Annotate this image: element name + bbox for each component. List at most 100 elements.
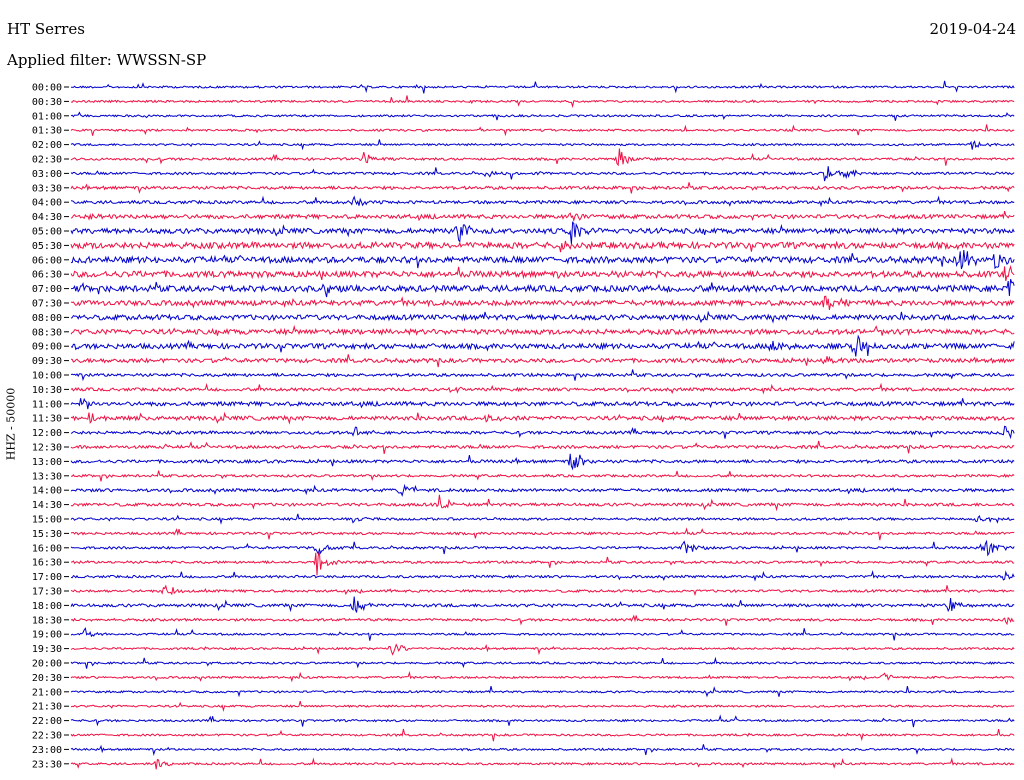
seismic-trace <box>70 483 1015 497</box>
seismic-trace <box>70 440 1015 454</box>
time-tick-label: 03:30 <box>32 183 62 194</box>
station-name: HT Serres <box>7 20 85 38</box>
time-tick-label: 15:30 <box>32 529 62 540</box>
seismic-trace <box>70 670 1015 683</box>
time-tick-label: 10:00 <box>32 371 62 382</box>
seismic-trace <box>70 310 1015 324</box>
time-tick-label: 19:00 <box>32 630 62 641</box>
seismic-trace <box>70 139 1015 151</box>
time-tick-label: 08:00 <box>32 313 62 324</box>
time-tick-label: 17:00 <box>32 572 62 583</box>
seismic-trace <box>70 757 1015 770</box>
time-tick-label: 15:00 <box>32 515 62 526</box>
seismic-trace <box>70 685 1015 698</box>
time-tick-label: 12:30 <box>32 443 62 454</box>
time-tick-label: 01:00 <box>32 111 62 122</box>
time-tick-label: 22:30 <box>32 731 62 742</box>
time-tick-label: 12:00 <box>32 428 62 439</box>
seismic-trace <box>70 382 1015 395</box>
time-tick-label: 18:30 <box>32 615 62 626</box>
time-tick-label: 04:00 <box>32 198 62 209</box>
seismic-trace <box>70 249 1015 270</box>
time-tick-label: 00:30 <box>32 97 62 108</box>
time-tick-label: 11:30 <box>32 414 62 425</box>
seismic-trace <box>70 714 1015 728</box>
seismic-trace <box>70 453 1015 471</box>
time-tick-label: 23:00 <box>32 745 62 756</box>
seismic-trace <box>70 539 1015 557</box>
seismic-trace <box>70 411 1015 425</box>
seismic-trace <box>71 551 1015 576</box>
time-tick-label: 13:00 <box>32 457 62 468</box>
time-tick-label: 11:00 <box>32 399 62 410</box>
seismic-trace <box>70 148 1015 167</box>
seismic-trace <box>70 527 1015 541</box>
seismic-trace <box>70 643 1015 656</box>
seismic-trace <box>70 569 1015 582</box>
time-tick-label: 14:30 <box>32 500 62 511</box>
time-tick-label: 14:00 <box>32 486 62 497</box>
time-tick-label: 07:00 <box>32 284 62 295</box>
seismic-trace <box>70 210 1015 223</box>
seismic-trace <box>71 279 1015 298</box>
time-tick-label: 01:30 <box>32 126 62 137</box>
seismic-trace <box>70 334 1015 357</box>
seismic-trace <box>70 700 1015 713</box>
record-date: 2019-04-24 <box>929 20 1016 38</box>
seismic-trace <box>70 627 1015 641</box>
time-tick-label: 10:30 <box>32 385 62 396</box>
seismic-trace <box>70 324 1015 337</box>
seismic-trace <box>70 111 1015 121</box>
seismic-trace <box>70 656 1015 669</box>
seismic-trace <box>70 513 1015 525</box>
time-tick-label: 18:00 <box>32 601 62 612</box>
seismic-trace <box>70 470 1015 482</box>
seismic-trace <box>70 240 1015 253</box>
time-tick-label: 04:30 <box>32 212 62 223</box>
time-tick-label: 17:30 <box>32 587 62 598</box>
seismic-trace <box>70 584 1015 597</box>
seismic-trace <box>71 80 1015 94</box>
filter-label: Applied filter: WWSSN-SP <box>7 51 207 69</box>
time-tick-label: 23:30 <box>32 759 62 770</box>
time-tick-label: 20:30 <box>32 673 62 684</box>
seismic-trace <box>70 95 1015 109</box>
time-tick-label: 22:00 <box>32 716 62 727</box>
time-tick-label: 21:00 <box>32 687 62 698</box>
seismic-trace <box>70 369 1015 382</box>
seismic-trace <box>70 166 1015 182</box>
time-tick-label: 20:00 <box>32 659 62 670</box>
seismic-trace <box>70 614 1015 626</box>
seismic-trace <box>70 494 1015 512</box>
seismic-trace <box>70 744 1015 756</box>
time-tick-label: 05:00 <box>32 227 62 238</box>
time-tick-label: 00:00 <box>32 83 62 94</box>
time-tick-label: 06:30 <box>32 270 62 281</box>
seismic-trace <box>70 425 1015 440</box>
time-tick-label: 19:30 <box>32 644 62 655</box>
time-tick-label: 03:00 <box>32 169 62 180</box>
time-tick-label: 06:00 <box>32 255 62 266</box>
seismic-trace <box>70 596 1015 613</box>
seismic-trace <box>70 354 1015 368</box>
seismic-trace <box>70 195 1015 208</box>
time-tick-label: 09:30 <box>32 356 62 367</box>
seismic-trace <box>70 182 1015 195</box>
time-tick-label: 02:00 <box>32 140 62 151</box>
seismic-trace <box>70 397 1015 410</box>
time-tick-label: 09:00 <box>32 342 62 353</box>
time-tick-label: 07:30 <box>32 299 62 310</box>
time-tick-label: 08:30 <box>32 327 62 338</box>
time-tick-label: 02:30 <box>32 155 62 166</box>
time-tick-label: 16:30 <box>32 558 62 569</box>
seismic-trace <box>70 295 1015 310</box>
seismic-trace <box>70 264 1015 282</box>
time-tick-label: 21:30 <box>32 702 62 713</box>
time-tick-label: 05:30 <box>32 241 62 252</box>
seismic-trace <box>70 728 1015 742</box>
seismic-trace <box>70 221 1015 245</box>
time-tick-label: 16:00 <box>32 543 62 554</box>
time-tick-label: 13:30 <box>32 471 62 482</box>
seismic-trace <box>70 124 1015 137</box>
